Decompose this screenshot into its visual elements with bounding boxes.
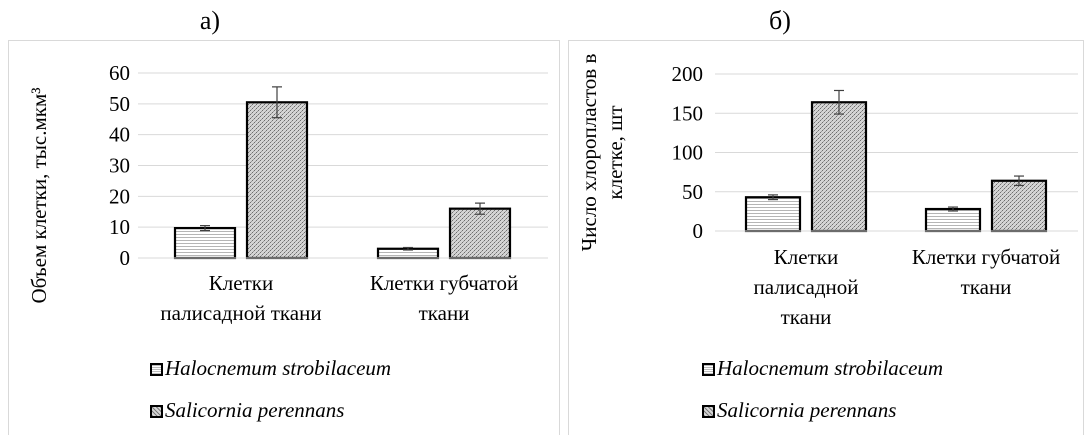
salicornia-swatch	[150, 405, 163, 418]
halocnemum-swatch	[702, 363, 715, 376]
panel-a-frame	[8, 40, 560, 435]
salicornia-swatch	[702, 405, 715, 418]
panel-b-frame	[568, 40, 1084, 435]
y-tick-label: 50	[682, 180, 703, 204]
y-tick-label: 0	[120, 246, 131, 270]
bar-salicornia	[810, 101, 868, 233]
y-axis-label: Число хлоропластов в	[577, 54, 601, 252]
x-category-label: ткани	[781, 305, 832, 329]
bar-halocnemum	[924, 207, 982, 233]
panel-b-legend-item-2: Salicornia perennans	[702, 398, 896, 423]
bar-salicornia	[245, 101, 309, 260]
y-axis-label: Объем клетки, тыс.мкм³	[27, 87, 51, 303]
y-axis-label: клетке, шт	[603, 105, 627, 199]
y-tick-label: 40	[109, 123, 130, 147]
y-tick-label: 50	[109, 92, 130, 116]
y-tick-label: 150	[672, 101, 704, 125]
bar-salicornia	[990, 179, 1048, 233]
bar-salicornia	[448, 207, 512, 260]
y-tick-label: 60	[109, 61, 130, 85]
x-category-label: ткани	[961, 275, 1012, 299]
panel-b-legend-item-1: Halocnemum strobilaceum	[702, 356, 943, 381]
y-tick-label: 100	[672, 141, 704, 165]
halocnemum-swatch	[150, 363, 163, 376]
panel-a-legend-item-2: Salicornia perennans	[150, 398, 344, 423]
x-category-label: палисадной ткани	[160, 301, 321, 325]
legend-label: Salicornia perennans	[717, 398, 897, 422]
panel-b-title: б)	[769, 6, 791, 35]
x-category-label: ткани	[419, 301, 470, 325]
x-category-label: Клетки губчатой	[370, 271, 518, 295]
bar-halocnemum	[173, 226, 237, 260]
panel-a-title: а)	[199, 6, 221, 35]
y-tick-label: 200	[672, 62, 704, 86]
y-tick-label: 30	[109, 154, 130, 178]
y-tick-label: 10	[109, 215, 130, 239]
legend-label: Halocnemum strobilaceum	[717, 356, 944, 380]
x-category-label: Клетки	[774, 245, 838, 269]
y-tick-label: 20	[109, 184, 130, 208]
x-category-label: Клетки	[209, 271, 273, 295]
bar-halocnemum	[744, 196, 802, 233]
panel-a-legend-item-1: Halocnemum strobilaceum	[150, 356, 391, 381]
legend-label: Salicornia perennans	[165, 398, 345, 422]
x-category-label: Клетки губчатой	[912, 245, 1060, 269]
x-category-label: палисадной	[753, 275, 858, 299]
legend-label: Halocnemum strobilaceum	[165, 356, 392, 380]
y-tick-label: 0	[693, 219, 704, 243]
